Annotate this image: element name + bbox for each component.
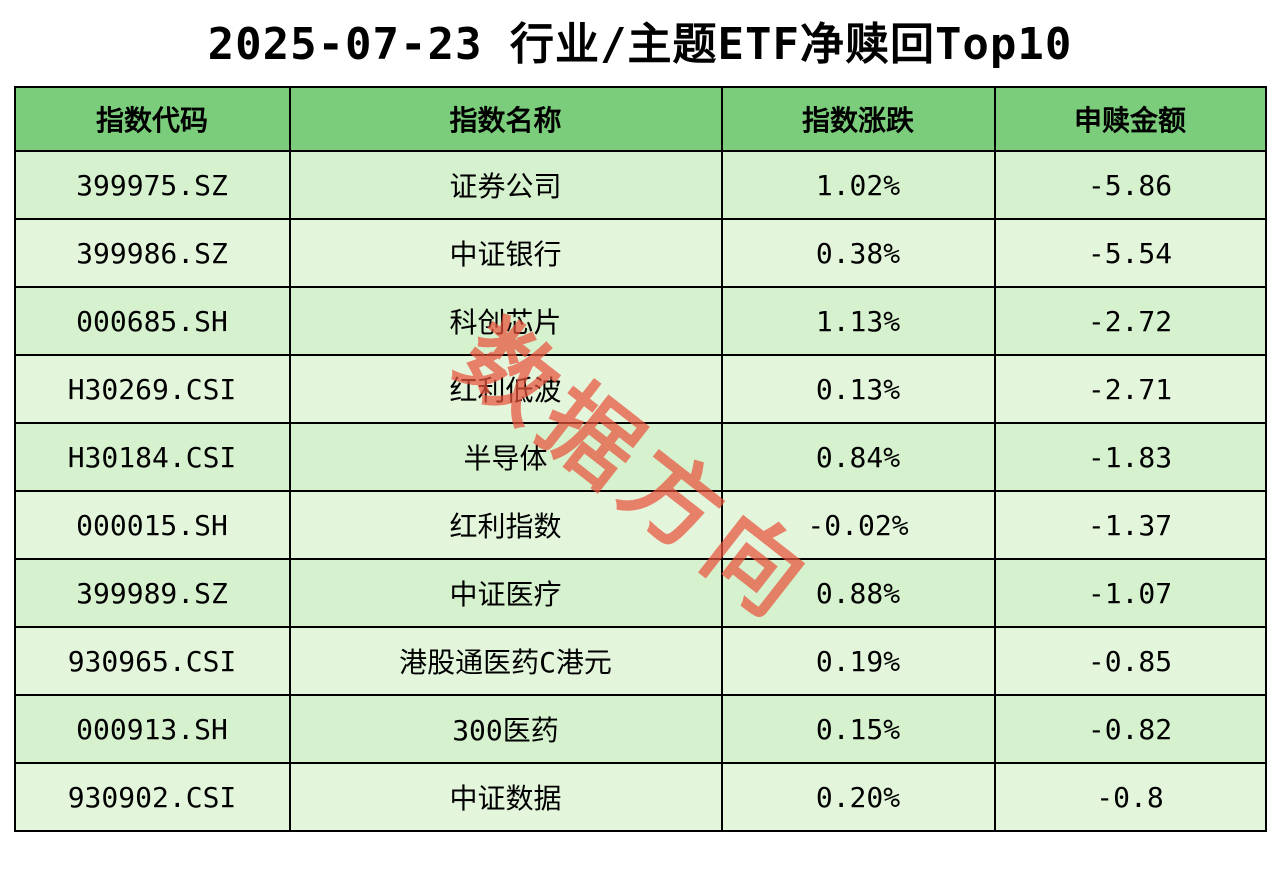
table-row: 930902.CSI 中证数据 0.20% -0.8 [13, 762, 1267, 832]
page-title: 2025-07-23 行业/主题ETF净赎回Top10 [207, 19, 1073, 70]
table-cell: 399986.SZ [13, 218, 291, 288]
table-cell: 0.88% [720, 558, 996, 628]
column-header: 指数名称 [288, 86, 723, 152]
table-row: 000685.SH 科创芯片 1.13% -2.72 [13, 286, 1267, 356]
table-cell: 0.84% [720, 422, 996, 492]
table-cell: 0.15% [720, 694, 996, 764]
table-cell: 红利指数 [288, 490, 723, 560]
table-cell: 1.13% [720, 286, 996, 356]
table-header-row: 指数代码 指数名称 指数涨跌 申赎金额 [13, 86, 1267, 152]
table-cell: 半导体 [288, 422, 723, 492]
table-cell: 1.02% [720, 150, 996, 220]
table-row: 399975.SZ 证券公司 1.02% -5.86 [13, 150, 1267, 220]
table-row: 000015.SH 红利指数 -0.02% -1.37 [13, 490, 1267, 560]
etf-redemption-table: 指数代码 指数名称 指数涨跌 申赎金额 399975.SZ 证券公司 1.02% -5.86… [13, 86, 1267, 832]
column-header: 申赎金额 [993, 86, 1267, 152]
table-cell: -5.86 [993, 150, 1267, 220]
table-row: 930965.CSI 港股通医药C港元 0.19% -0.85 [13, 626, 1267, 696]
table-cell: 0.13% [720, 354, 996, 424]
table-cell: 0.20% [720, 762, 996, 832]
table-cell: 港股通医药C港元 [288, 626, 723, 696]
table-cell: -0.82 [993, 694, 1267, 764]
table-cell: -0.85 [993, 626, 1267, 696]
table-cell: 科创芯片 [288, 286, 723, 356]
table-cell: 399989.SZ [13, 558, 291, 628]
table-cell: 930965.CSI [13, 626, 291, 696]
column-header: 指数代码 [13, 86, 291, 152]
table-cell: -1.83 [993, 422, 1267, 492]
table-row: H30184.CSI 半导体 0.84% -1.83 [13, 422, 1267, 492]
table-cell: -0.8 [993, 762, 1267, 832]
table-cell: 000913.SH [13, 694, 291, 764]
table-cell: 红利低波 [288, 354, 723, 424]
table-cell: 300医药 [288, 694, 723, 764]
table-body: 399975.SZ 证券公司 1.02% -5.86 399986.SZ 中证银行 0.38… [13, 150, 1267, 832]
table-cell: H30184.CSI [13, 422, 291, 492]
table-cell: 中证银行 [288, 218, 723, 288]
table-cell: 证券公司 [288, 150, 723, 220]
table-cell: 399975.SZ [13, 150, 291, 220]
table-cell: 中证数据 [288, 762, 723, 832]
table-cell: 0.19% [720, 626, 996, 696]
column-header: 指数涨跌 [720, 86, 996, 152]
table-cell: 930902.CSI [13, 762, 291, 832]
table-cell: -2.71 [993, 354, 1267, 424]
table-row: 399986.SZ 中证银行 0.38% -5.54 [13, 218, 1267, 288]
table-row: 399989.SZ 中证医疗 0.88% -1.07 [13, 558, 1267, 628]
table-row: H30269.CSI 红利低波 0.13% -2.71 [13, 354, 1267, 424]
table-row: 000913.SH 300医药 0.15% -0.82 [13, 694, 1267, 764]
table-cell: -5.54 [993, 218, 1267, 288]
table-cell: -0.02% [720, 490, 996, 560]
table-cell: 000015.SH [13, 490, 291, 560]
table-cell: 中证医疗 [288, 558, 723, 628]
table-cell: 000685.SH [13, 286, 291, 356]
table-cell: 0.38% [720, 218, 996, 288]
table-cell: -1.37 [993, 490, 1267, 560]
table-cell: H30269.CSI [13, 354, 291, 424]
table-cell: -2.72 [993, 286, 1267, 356]
table-cell: -1.07 [993, 558, 1267, 628]
